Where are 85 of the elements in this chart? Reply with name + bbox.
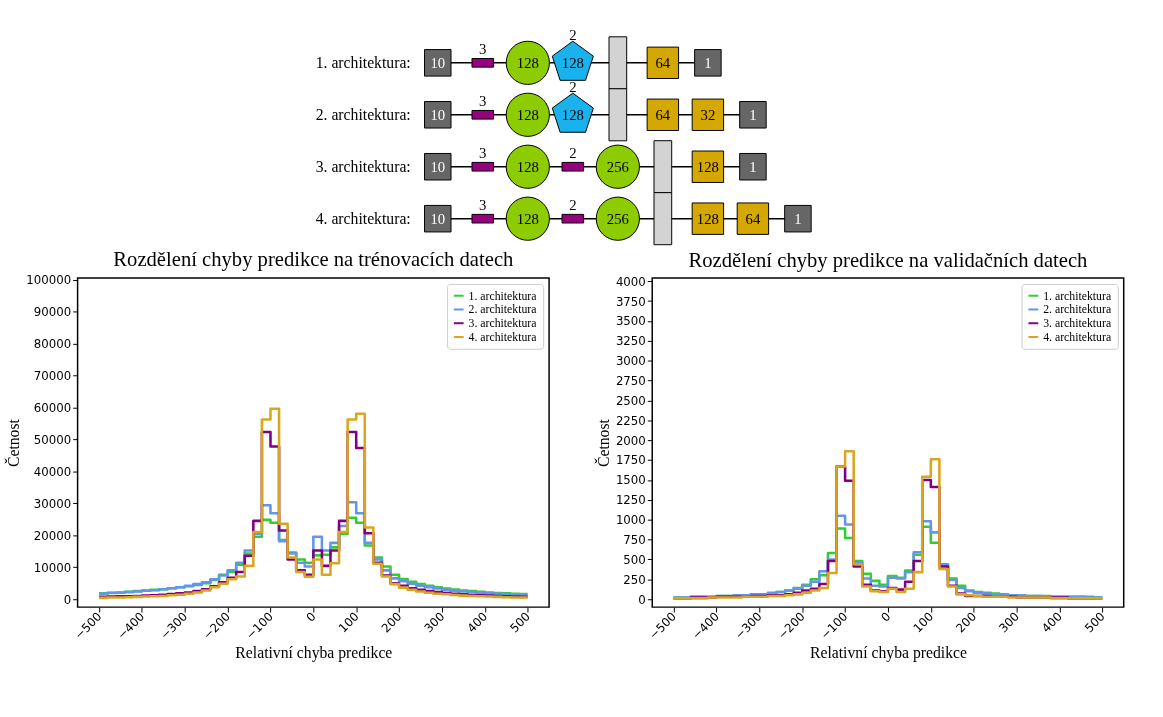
text: 1 [704, 54, 712, 71]
text: 64 [655, 106, 671, 123]
text: 2 [569, 79, 577, 96]
y-axis-title: Četnost [4, 418, 23, 468]
legend-label: 2. architektura [1043, 303, 1112, 317]
x-tick-label: 200 [378, 609, 405, 636]
legend-label: 1. architektura [468, 289, 538, 303]
text: 10 [430, 210, 446, 227]
y-axis-title: Četnost [593, 418, 612, 468]
text: 128 [516, 210, 539, 227]
text: 2 [569, 27, 577, 44]
text: 32 [700, 106, 716, 123]
y-tick-label: 2750 [615, 374, 646, 389]
y-tick-label: 3500 [615, 314, 646, 329]
y-tick-label: 40000 [33, 464, 72, 479]
category-label: 1. architektura: [315, 53, 411, 71]
text: 128 [516, 106, 539, 123]
y-tick-label: 100000 [26, 273, 72, 288]
text: 128 [516, 158, 539, 175]
chart-title: Rozdělení chyby predikce na validačních datech [688, 249, 1089, 273]
text: 64 [745, 210, 761, 227]
legend-label: 4. architektura [1043, 330, 1112, 344]
y-tick-label: 250 [623, 572, 646, 587]
text: 10 [430, 106, 446, 123]
y-tick-label: 10000 [33, 560, 72, 575]
y-tick-label: 1000 [615, 513, 646, 528]
y-tick-label: 2500 [615, 393, 646, 408]
x-tick-label: 400 [1039, 609, 1065, 636]
y-tick-label: 3750 [615, 294, 646, 309]
y-tick-label: 70000 [33, 368, 72, 383]
legend-label: 4. architektura [468, 330, 538, 344]
text: 2 [569, 144, 577, 161]
text: 128 [561, 54, 584, 71]
y-tick-label: 30000 [33, 496, 72, 511]
y-tick-label: 4000 [615, 274, 646, 289]
text: 1 [749, 106, 757, 123]
y-tick-label: 20000 [33, 528, 72, 543]
y-tick-label: 750 [623, 532, 646, 547]
y-tick-label: 60000 [33, 400, 72, 415]
legend-label: 1. architektura [1043, 289, 1112, 303]
y-tick-label: 80000 [33, 336, 72, 351]
text: 1 [749, 158, 757, 175]
y-tick-label: 1500 [615, 473, 646, 488]
x-tick-label: 100 [910, 609, 937, 636]
y-tick-label: 2000 [615, 433, 646, 448]
x-tick-label: 0 [878, 609, 894, 625]
text: 10 [430, 54, 446, 71]
legend-label: 3. architektura [1043, 317, 1112, 331]
text: 256 [606, 210, 629, 227]
y-tick-label: 1250 [615, 493, 646, 508]
y-tick-label: 50000 [33, 432, 72, 447]
text: 256 [606, 158, 629, 175]
y-tick-label: 0 [638, 592, 646, 607]
category-label: 3. architektura: [315, 157, 411, 175]
text: 1 [794, 210, 802, 227]
text: 128 [696, 210, 719, 227]
text: 128 [516, 54, 539, 71]
chart-title: Rozdělení chyby predikce na trénovacích datech [113, 247, 515, 271]
legend-label: 2. architektura [468, 303, 538, 317]
x-axis-title: Relativní chyba predikce [235, 644, 393, 663]
text: 10 [430, 158, 446, 175]
y-tick-label: 90000 [33, 305, 72, 320]
text: 2 [569, 196, 577, 213]
text: 128 [561, 106, 584, 123]
y-tick-label: 3250 [615, 334, 646, 349]
x-tick-label: 300 [421, 609, 448, 636]
y-tick-label: 1750 [615, 453, 646, 468]
text: 3 [479, 40, 487, 57]
text: 3 [479, 196, 487, 213]
x-axis-title: Relativní chyba predikce [809, 644, 967, 663]
text: 64 [655, 54, 671, 71]
x-tick-label: 100 [335, 609, 362, 636]
x-tick-label: 0 [303, 609, 319, 625]
y-tick-label: 2250 [615, 413, 646, 428]
x-tick-label: 200 [953, 609, 980, 636]
y-tick-label: 0 [63, 592, 72, 607]
legend-label: 3. architektura [468, 317, 538, 331]
text: 3 [479, 92, 487, 109]
y-tick-label: 500 [623, 552, 646, 567]
x-tick-label: 400 [464, 609, 491, 636]
text: 128 [696, 158, 719, 175]
category-label: 4. architektura: [315, 209, 411, 227]
y-tick-label: 3000 [615, 354, 646, 369]
category-label: 2. architektura: [315, 105, 411, 123]
text: 3 [479, 144, 487, 161]
